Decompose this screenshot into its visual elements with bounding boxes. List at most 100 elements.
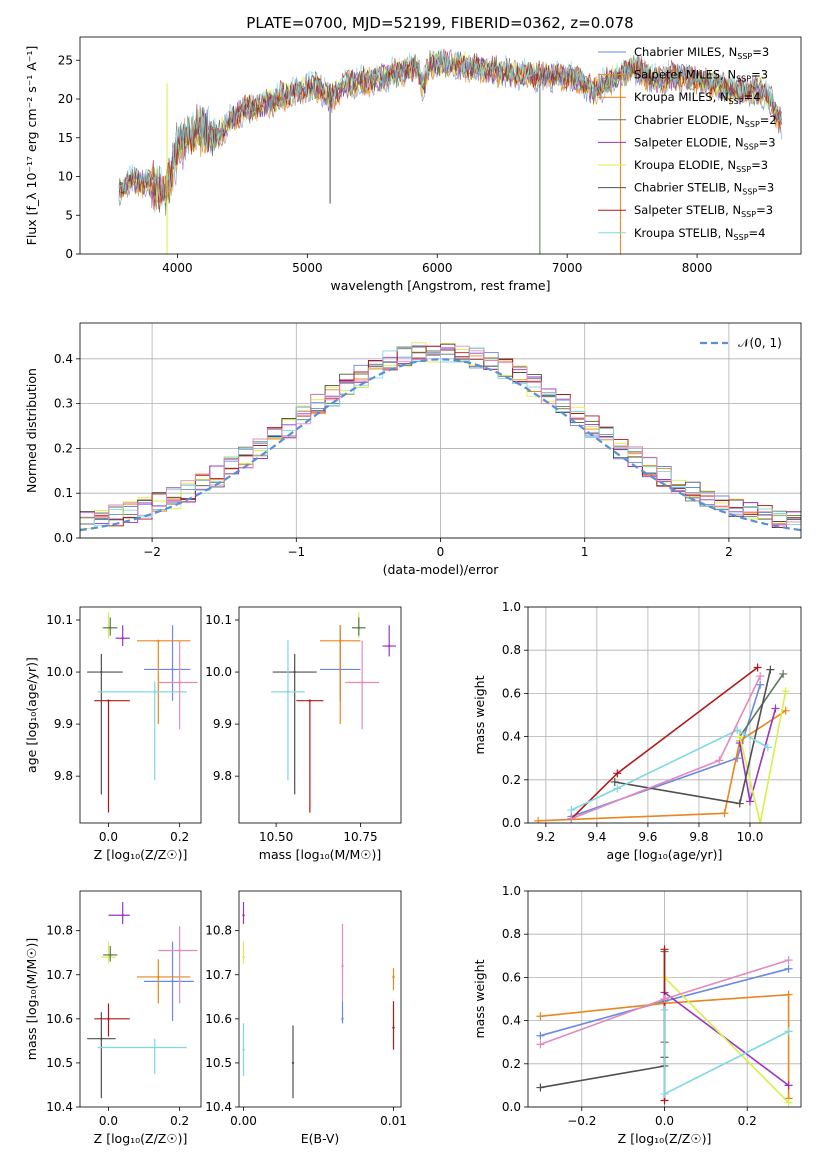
data-point (178, 681, 181, 684)
legend-label: Chabrier ELODIE, NSSP=2 (634, 113, 777, 129)
y-axis-label: Flux [f_λ 10⁻¹⁷ erg cm⁻² s⁻¹ A⁻¹] (24, 46, 39, 246)
legend-label: Chabrier STELIB, NSSP=3 (634, 181, 774, 197)
data-point (153, 1046, 156, 1049)
series-line (571, 729, 769, 811)
x-tick-label: 0.00 (230, 1114, 257, 1128)
spectrum-line (118, 48, 782, 206)
y-tick-label: 0.1 (54, 486, 73, 500)
x-axis-label: Z [log₁₀(Z/Z☉)] (618, 1131, 712, 1146)
histogram-step (80, 345, 801, 538)
data-marker (756, 819, 765, 823)
y-tick-label: 0.6 (502, 686, 521, 700)
y-tick-label: 10.4 (46, 1100, 73, 1114)
data-point (100, 1037, 103, 1040)
data-marker (660, 945, 669, 954)
legend-value: =4 (744, 90, 761, 104)
data-point (100, 670, 103, 674)
y-tick-label: 0.0 (502, 816, 521, 830)
legend-label: Kroupa STELIB, NSSP=4 (634, 226, 765, 242)
series-line (540, 993, 790, 1099)
y-tick-label: 10.5 (46, 1056, 73, 1070)
plot-area (87, 612, 198, 813)
x-tick-label: 7000 (552, 261, 583, 275)
x-tick-label: 2 (725, 545, 733, 559)
data-marker (784, 1098, 793, 1107)
y-tick-label: 10.0 (46, 665, 73, 679)
y-tick-label: 0.2 (502, 1057, 521, 1071)
data-point (171, 980, 174, 983)
data-point (357, 626, 361, 630)
plot-area (118, 48, 782, 254)
legend-subscript: SSP (745, 120, 760, 129)
legend-subscript: SSP (741, 210, 756, 219)
y-tick-label: 0.3 (54, 397, 73, 411)
data-point (157, 639, 160, 643)
y-tick-label: 10.4 (205, 1100, 232, 1114)
y-tick-label: 10.8 (205, 924, 232, 938)
x-tick-label: 0.2 (170, 1114, 189, 1128)
data-point (109, 626, 112, 630)
data-point (153, 690, 156, 694)
x-axis-label: mass [log₁₀(M/M☉)] (259, 847, 381, 862)
chart-age_vs_Z: 0.0 0.2 9.8 9.9 10.0 10.1 Z [log₁₀(Z/Z☉)] age [… (24, 606, 202, 862)
y-tick-label: 9.8 (213, 769, 232, 783)
data-marker (781, 687, 790, 696)
series-line (538, 710, 787, 822)
data-marker (720, 809, 729, 818)
y-tick-label: 20 (58, 92, 73, 106)
legend-value: =2 (760, 113, 777, 127)
y-tick-label: 0.2 (54, 441, 73, 455)
spectrum-line (118, 48, 782, 210)
y-tick-label: 10.7 (46, 968, 73, 982)
y-tick-label: 0.0 (54, 531, 73, 545)
axes-frame (79, 322, 802, 539)
chart-weight_vs_age: 9.2 9.4 9.6 9.8 10.0 0.0 0.2 0.4 0.6 0.8 1.0 age [l… (472, 600, 802, 862)
y-tick-label: 1.0 (502, 884, 521, 898)
data-marker (567, 814, 576, 823)
legend-label: 𝒩(0, 1) (738, 336, 782, 350)
x-tick-label: 9.2 (536, 830, 555, 844)
legend-value: =3 (751, 68, 768, 82)
y-axis-label: mass weight (472, 675, 487, 754)
axes-frame (238, 890, 402, 1108)
legend-subscript: SSP (744, 142, 759, 151)
plot-area (534, 663, 790, 823)
data-point (392, 975, 395, 979)
y-tick-label: 0.4 (502, 1014, 521, 1028)
chart-weight_vs_Z: −0.2 0.0 0.2 0.0 0.2 0.4 0.6 0.8 1.0 Z [log₁₀(Z/Z… (472, 884, 802, 1146)
series-line (540, 1057, 666, 1089)
y-tick-label: 0.4 (54, 352, 73, 366)
data-marker (763, 743, 772, 752)
data-point (121, 914, 124, 917)
chart-mass_vs_ebv: 0.00 0.01 10.4 10.5 10.6 10.7 10.8 E(B-V) (205, 890, 407, 1146)
data-marker (771, 704, 780, 713)
data-marker (779, 669, 788, 678)
x-axis-label: (data-model)/error (383, 562, 500, 577)
data-marker (753, 663, 762, 672)
y-tick-label: 5 (65, 208, 73, 222)
normal-curve (80, 358, 801, 532)
x-tick-label: 10.0 (737, 830, 764, 844)
y-axis-label: Normed distribution (24, 368, 39, 493)
x-tick-label: 10.75 (343, 830, 377, 844)
legend-subscript: SSP (736, 165, 751, 174)
legend-label: Kroupa ELODIE, NSSP=3 (634, 158, 768, 174)
axes-frame (527, 890, 802, 1108)
x-tick-label: −2 (143, 545, 161, 559)
data-marker (534, 816, 543, 823)
legend-value: =3 (759, 135, 776, 149)
data-point (171, 668, 174, 671)
data-marker (745, 797, 754, 806)
data-marker (784, 956, 793, 965)
legend-value: =3 (752, 45, 769, 59)
x-axis-label: age [log₁₀(age/yr)] (607, 847, 723, 862)
data-marker (756, 680, 765, 689)
y-axis-label: age [log₁₀(age/yr)] (24, 657, 39, 773)
data-marker (613, 784, 622, 793)
y-tick-label: 0.2 (502, 773, 521, 787)
data-point (308, 699, 312, 702)
series-line (739, 691, 787, 823)
x-axis-label: wavelength [Angstrom, rest frame] (330, 278, 550, 293)
data-point (107, 955, 110, 959)
